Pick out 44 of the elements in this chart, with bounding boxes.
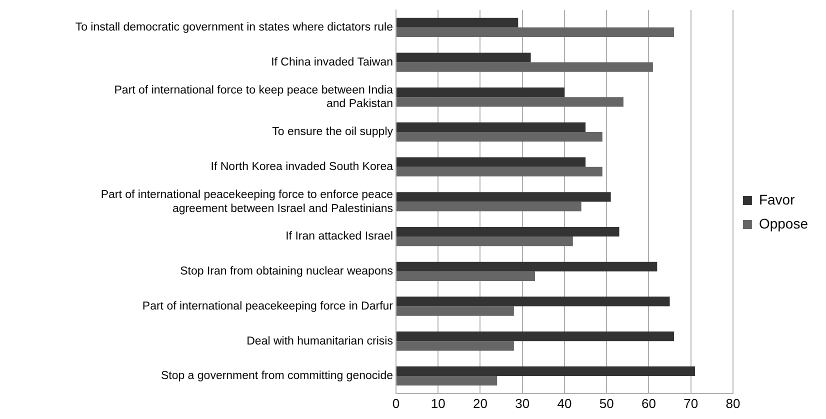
- bar: [396, 52, 531, 62]
- x-tick-label: 30: [515, 396, 530, 411]
- bar: [396, 341, 514, 351]
- bar: [396, 132, 602, 142]
- y-tick-label: To install democratic government in states where dictators rule: [75, 22, 393, 34]
- x-tick-label: 40: [557, 396, 572, 411]
- bar: [396, 192, 611, 202]
- y-tick-label: Part of international peacekeeping force to enforce peace agreement between Israel and Palestinians: [100, 188, 394, 215]
- bar: [396, 262, 658, 272]
- y-tick-label: If North Korea invaded South Korea: [210, 161, 394, 174]
- x-tick-label: 50: [599, 396, 614, 411]
- bar: [396, 88, 564, 98]
- bar: [396, 166, 602, 176]
- bar: [396, 122, 586, 132]
- x-tick-label: 20: [473, 396, 488, 411]
- bar: [396, 62, 653, 72]
- bar: [396, 332, 674, 342]
- bar: [396, 296, 670, 306]
- bar: [396, 376, 498, 386]
- bar: [396, 97, 624, 107]
- x-tick-label: 0: [392, 396, 400, 411]
- bar: [396, 18, 518, 28]
- x-tick-label: 10: [430, 396, 446, 411]
- x-tick-label: 60: [641, 396, 656, 411]
- bar: [396, 202, 582, 212]
- y-tick-label: To ensure the oil supply: [272, 126, 394, 138]
- bar: [396, 157, 586, 167]
- legend-label: Oppose: [758, 215, 808, 232]
- bar: [396, 366, 696, 376]
- y-tick-label: Deal with humanitarian crisis: [246, 335, 394, 348]
- bar: [396, 27, 674, 38]
- bar: [396, 306, 514, 316]
- y-tick-label: Stop Iran from obtaining nuclear weapons: [180, 266, 394, 278]
- x-tick-label: 70: [684, 396, 698, 411]
- y-tick-label: If China invaded Taiwan: [271, 56, 393, 68]
- legend-label: Favor: [758, 191, 796, 208]
- y-tick-label: Part of international peacekeeping force in Darfur: [142, 300, 394, 312]
- y-tick-label: Part of international force to keep peace between India and Pakistan: [114, 84, 394, 110]
- x-tick-label: 80: [726, 396, 740, 411]
- bar: [396, 271, 535, 281]
- y-tick-label: Stop a government from committing genocide: [160, 370, 393, 382]
- bar: [396, 226, 620, 237]
- bar: [396, 236, 573, 246]
- y-tick-label: If Iran attacked Israel: [286, 230, 393, 243]
